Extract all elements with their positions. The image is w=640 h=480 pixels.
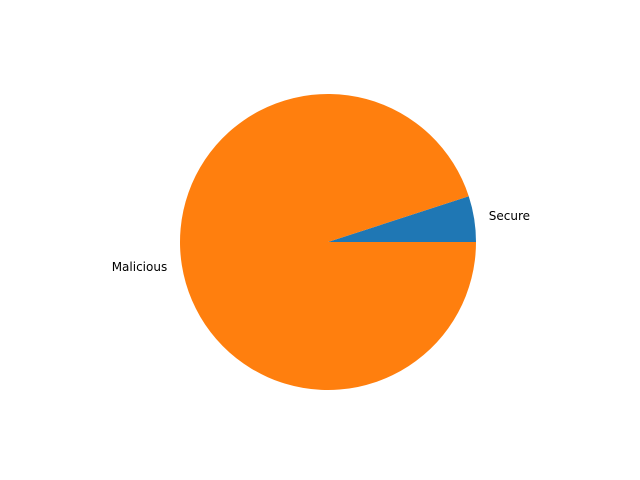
- pie-label-secure: Secure: [489, 209, 530, 223]
- pie-slices: [180, 94, 476, 391]
- pie-slice-malicious: [180, 94, 476, 391]
- pie-slice-secure: [328, 196, 476, 242]
- pie-labels: Secure Malicious: [112, 209, 530, 274]
- pie-label-malicious: Malicious: [112, 260, 168, 274]
